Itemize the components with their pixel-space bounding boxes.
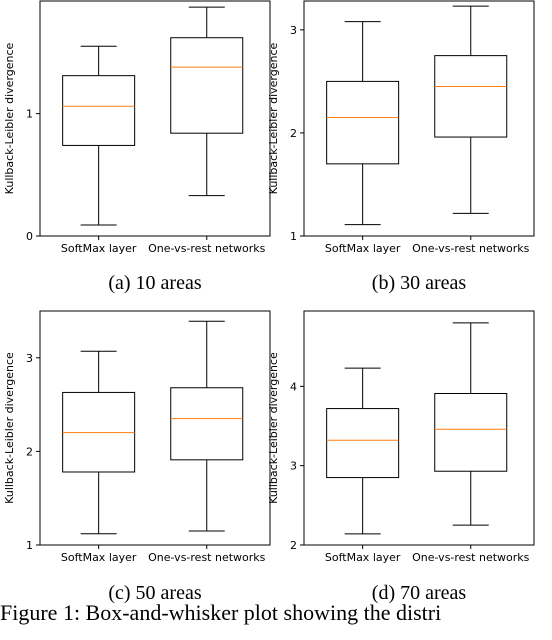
box-b-0 [326, 80, 400, 165]
y-tick-label-b-2: 3 [290, 24, 297, 37]
panel-d: 2 3 4 Kullback-Leibler divergence SoftMax la… [267, 310, 535, 564]
y-tick-label-d-1: 3 [290, 460, 297, 473]
x-tick-label-a-0: SoftMax layer [61, 242, 137, 255]
panel-a: 0 1 Kullback-Leibler divergence SoftMax lay… [3, 0, 271, 255]
y-axis-label-a: Kullback-Leibler divergence [3, 42, 16, 194]
axes-frame-b [303, 0, 535, 237]
box-a-0 [62, 75, 136, 146]
caption-c: (c) 50 areas [108, 582, 202, 604]
x-tick-label-c-1: One-vs-rest networks [148, 551, 266, 564]
x-tick-label-b-0: SoftMax layer [325, 242, 401, 255]
caption-b: (b) 30 areas [371, 272, 467, 294]
figure-caption: Figure 1: Box-and-whisker plot showing t… [0, 600, 442, 625]
y-tick-label-b-0: 1 [290, 230, 297, 243]
y-tick-label-d-2: 4 [290, 380, 297, 393]
x-tick-label-d-0: SoftMax layer [325, 551, 401, 564]
box-a-1 [170, 37, 244, 134]
y-axis-label-d: Kullback-Leibler divergence [267, 352, 280, 504]
x-tick-label-b-1: One-vs-rest networks [412, 242, 530, 255]
axes-frame-c [39, 310, 271, 546]
x-tick-label-c-0: SoftMax layer [61, 551, 137, 564]
y-axis-label-b: Kullback-Leibler divergence [267, 42, 280, 194]
y-tick-label-c-1: 2 [26, 445, 33, 458]
axes-frame-a [39, 0, 271, 237]
y-tick-label-b-1: 2 [290, 127, 297, 140]
box-c-1 [170, 387, 244, 461]
y-tick-label-c-2: 3 [26, 352, 33, 365]
y-tick-label-a-0: 0 [26, 230, 33, 243]
caption-d: (d) 70 areas [371, 582, 467, 604]
y-tick-label-a-1: 1 [26, 108, 33, 121]
x-tick-label-d-1: One-vs-rest networks [412, 551, 530, 564]
y-tick-label-c-0: 1 [26, 539, 33, 552]
box-b-1 [434, 55, 508, 138]
box-d-1 [434, 392, 508, 472]
y-tick-label-d-0: 2 [290, 539, 297, 552]
y-axis-label-c: Kullback-Leibler divergence [3, 352, 16, 504]
x-tick-label-a-1: One-vs-rest networks [148, 242, 266, 255]
box-d-0 [326, 408, 400, 479]
panel-b: 1 2 3 Kullback-Leibler divergence SoftMax la… [267, 0, 535, 255]
panel-c: 1 2 3 Kullback-Leibler divergence SoftMax la… [3, 310, 271, 564]
axes-frame-d [303, 310, 535, 546]
caption-a: (a) 10 areas [108, 272, 202, 294]
